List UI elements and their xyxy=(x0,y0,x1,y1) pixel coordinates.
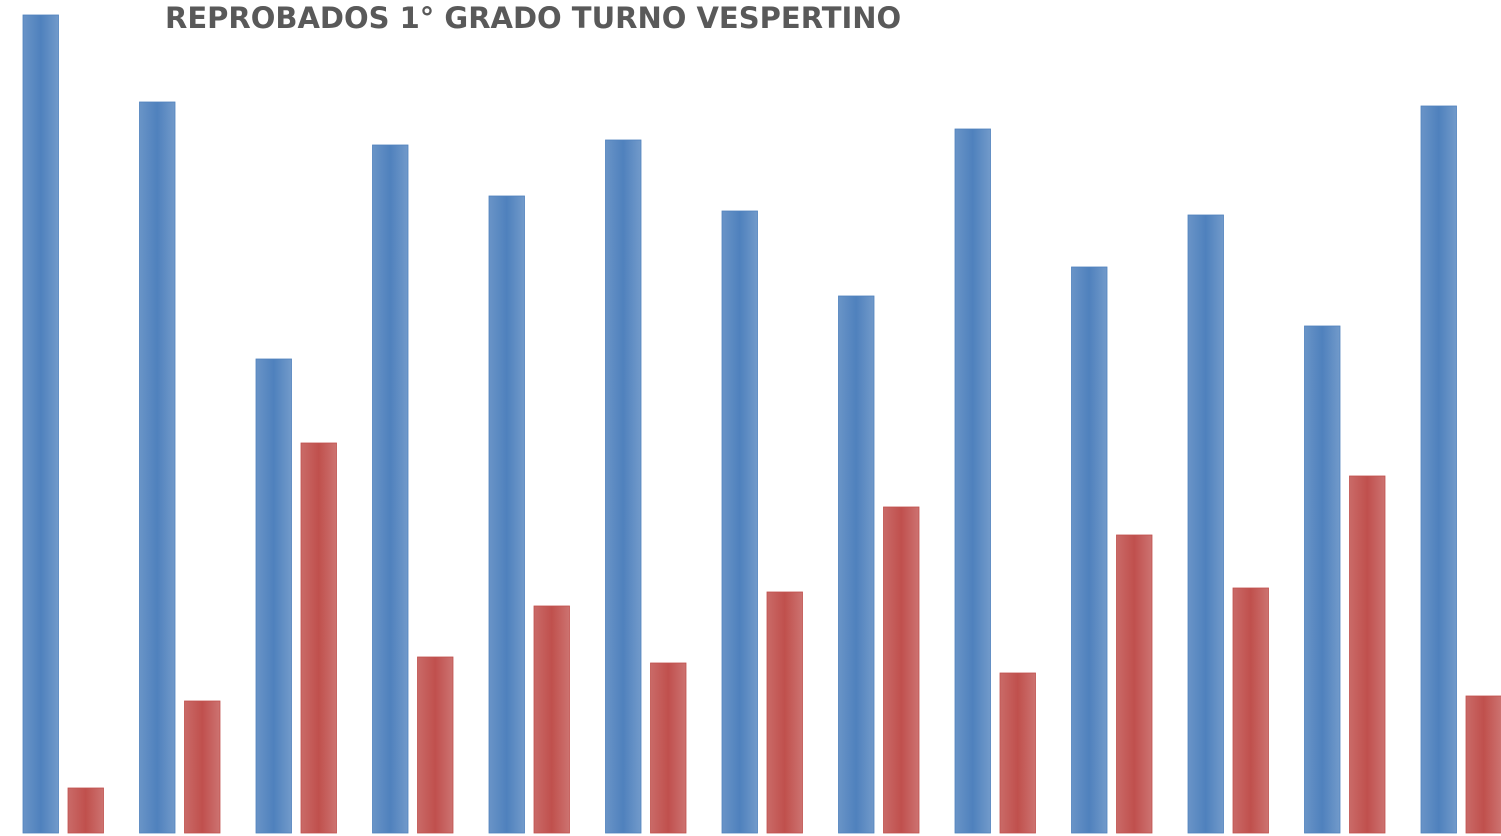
bar xyxy=(533,605,570,834)
bar xyxy=(1420,105,1457,834)
bar xyxy=(184,700,221,834)
bar xyxy=(67,787,104,834)
bar xyxy=(1349,475,1386,834)
bar xyxy=(1232,587,1269,834)
bar xyxy=(1465,695,1501,834)
bar xyxy=(22,14,59,834)
bar xyxy=(605,139,642,834)
bar xyxy=(372,144,409,834)
bar xyxy=(766,591,803,834)
bar xyxy=(300,442,337,834)
chart-title: REPROBADOS 1° GRADO TURNO VESPERTINO xyxy=(165,1,901,35)
bar xyxy=(650,662,687,834)
bar xyxy=(721,210,758,834)
bar xyxy=(1116,534,1153,834)
bar xyxy=(954,128,991,834)
bar xyxy=(488,195,525,834)
bar xyxy=(1071,266,1108,834)
bar xyxy=(255,358,292,834)
bar xyxy=(1304,325,1341,834)
bar xyxy=(883,506,920,834)
bar xyxy=(139,101,176,834)
bar xyxy=(417,656,454,834)
bar xyxy=(838,295,875,834)
bar xyxy=(1187,214,1224,834)
bar xyxy=(999,672,1036,834)
